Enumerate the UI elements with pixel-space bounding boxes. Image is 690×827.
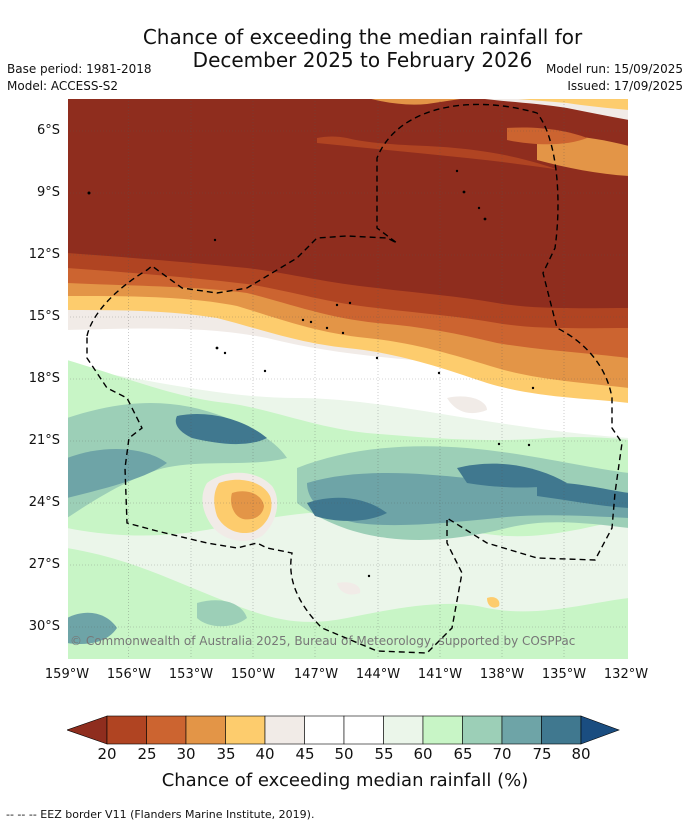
colorbar-segment	[185, 715, 226, 745]
colorbar-segment	[462, 715, 503, 745]
colorbar-arrow-low	[67, 715, 108, 745]
lat-label-27s: 27°S	[28, 557, 60, 572]
lon-label-156w: 156°W	[106, 667, 152, 682]
lon-label-141w: 141°W	[417, 667, 463, 682]
eez-legend: -- -- -- EEZ border V11 (Flanders Marine…	[6, 808, 315, 821]
lat-label-24s: 24°S	[28, 495, 60, 510]
issued-label: Issued: 17/09/2025	[567, 79, 683, 93]
lat-label-21s: 21°S	[28, 433, 60, 448]
lat-label-18s: 18°S	[28, 371, 60, 386]
lon-label-153w: 153°W	[168, 667, 214, 682]
colorbar-tick-35: 35	[216, 745, 236, 763]
colorbar-tick-70: 70	[492, 745, 512, 763]
colorbar-tick-20: 20	[97, 745, 117, 763]
colorbar-segment	[106, 715, 147, 745]
colorbar-segment	[264, 715, 305, 745]
colorbar-tick-45: 45	[295, 745, 315, 763]
colorbar-tick-50: 50	[334, 745, 354, 763]
colorbar-tick-75: 75	[532, 745, 552, 763]
lat-label-15s: 15°S	[28, 309, 60, 324]
colorbar-tick-40: 40	[255, 745, 275, 763]
colorbar-tick-25: 25	[137, 745, 157, 763]
colorbar	[67, 715, 620, 745]
colorbar-segment	[383, 715, 424, 745]
lat-label-30s: 30°S	[28, 619, 60, 634]
colorbar-title: Chance of exceeding median rainfall (%)	[161, 770, 529, 791]
colorbar-segment	[343, 715, 384, 745]
lon-label-138w: 138°W	[479, 667, 525, 682]
colorbar-segment	[422, 715, 463, 745]
lon-label-147w: 147°W	[293, 667, 339, 682]
colorbar-segment	[304, 715, 345, 745]
lon-label-150w: 150°W	[230, 667, 276, 682]
colorbar-tick-55: 55	[374, 745, 394, 763]
colorbar-arrow-high	[580, 715, 620, 745]
lon-label-132w: 132°W	[603, 667, 649, 682]
rainfall-map	[67, 98, 629, 660]
model-run-label: Model run: 15/09/2025	[545, 62, 683, 76]
base-period-label: Base period: 1981-2018	[7, 62, 152, 76]
colorbar-segment	[501, 715, 542, 745]
lat-label-6s: 6°S	[36, 123, 60, 138]
lon-label-144w: 144°W	[355, 667, 401, 682]
colorbar-tick-60: 60	[413, 745, 433, 763]
copyright-notice: © Commonwealth of Australia 2025, Bureau…	[70, 634, 576, 648]
colorbar-segment	[541, 715, 582, 745]
lon-label-159w: 159°W	[44, 667, 90, 682]
model-label: Model: ACCESS-S2	[7, 79, 119, 93]
colorbar-tick-30: 30	[176, 745, 196, 763]
lat-label-12s: 12°S	[28, 247, 60, 262]
lat-label-9s: 9°S	[36, 185, 60, 200]
map-title-line2: December 2025 to February 2026	[192, 48, 533, 72]
lon-label-135w: 135°W	[541, 667, 587, 682]
colorbar-tick-65: 65	[453, 745, 473, 763]
colorbar-tick-80: 80	[571, 745, 591, 763]
colorbar-segment	[225, 715, 266, 745]
map-title-line1: Chance of exceeding the median rainfall …	[142, 25, 583, 49]
colorbar-segment	[146, 715, 187, 745]
